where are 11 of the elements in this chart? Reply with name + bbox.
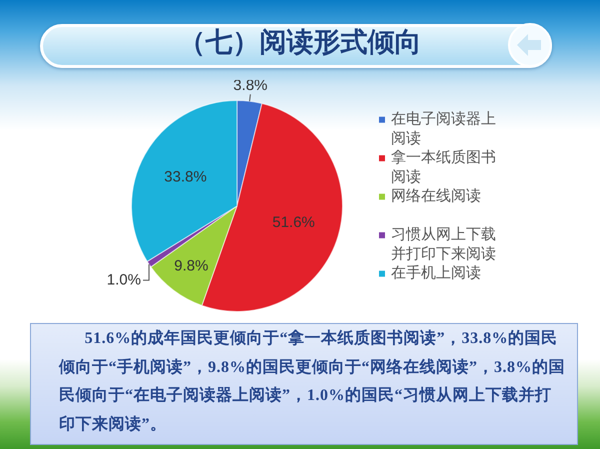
data-label: 33.8% [164,168,207,186]
legend-label: 习惯从网上下载并打印下来阅读 [391,226,496,263]
text: 51.6%的成年国民更倾向于“拿一本纸质图书阅读”，33.8%的国民倾向于“手机阅读”，9.8%的国民更倾向于“网络在线阅读”，3.8%的国民倾向于“在电子阅读器上阅读”，1.0%的国民“习惯从网上下载并打印下来阅读”。 [59,328,566,434]
legend-label: 拿一本纸质图书阅读 [391,149,496,186]
legend-label: 在电子阅读器上阅读 [391,110,496,148]
data-label: 9.8% [174,258,208,275]
legend-label: 在手机上阅读 [391,264,481,282]
data-label: 51.6% [272,214,315,231]
data-label: 1.0% [106,271,142,288]
chart-title: （七）阅读形式倾向 [178,26,422,60]
legend-label: 网络在线阅读 [391,188,481,205]
